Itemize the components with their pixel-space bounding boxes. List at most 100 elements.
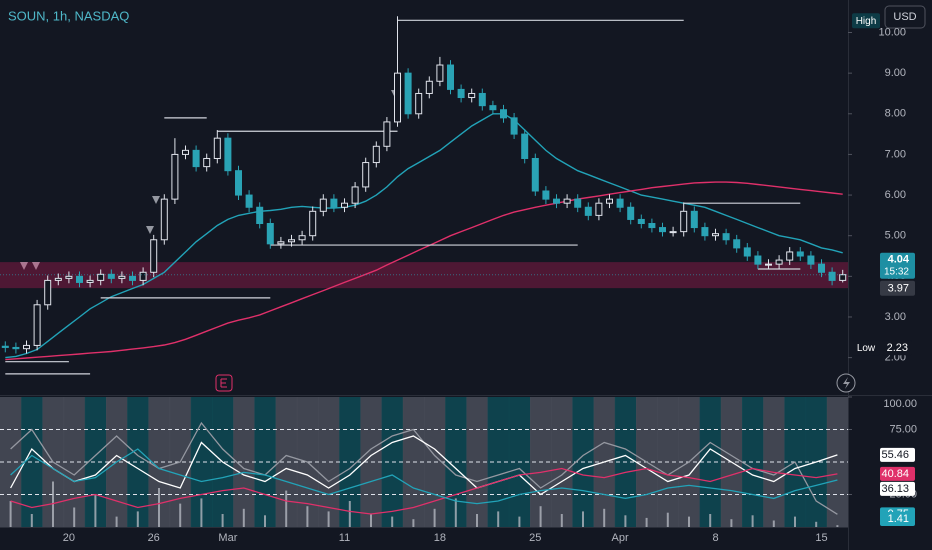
candle-body <box>383 121 391 147</box>
second-price: 3.97 <box>888 283 909 295</box>
low-value: 2.23 <box>887 342 908 354</box>
candle-body <box>235 170 242 196</box>
y-tick-label: 5.00 <box>885 230 906 242</box>
oscillator-bar <box>433 508 436 527</box>
candle-body <box>690 210 698 229</box>
candle-body <box>680 210 688 233</box>
oscillator-bar <box>264 515 266 527</box>
candle-body <box>288 239 295 243</box>
oscillator-bar <box>9 501 12 527</box>
candle-body <box>701 227 709 237</box>
oscillator-bar <box>836 525 839 527</box>
candle-body <box>775 259 783 265</box>
oscillator-bar <box>603 508 606 527</box>
candle-body <box>86 279 94 283</box>
earnings-glyph <box>220 378 227 388</box>
signal-marker <box>20 262 28 270</box>
y-tick-label: 3.00 <box>885 311 906 323</box>
candle-body <box>489 105 497 111</box>
y-tick-label: 75.00 <box>889 423 917 435</box>
candle-body <box>839 274 847 281</box>
value-box <box>880 512 915 526</box>
oscillator-bar <box>327 511 330 527</box>
currency[interactable]: USD <box>893 11 916 23</box>
value-label: 40.84 <box>881 468 909 480</box>
oscillator-bar <box>242 508 245 527</box>
candle-body <box>595 202 603 216</box>
candle-body <box>54 277 62 281</box>
candle-body <box>23 344 30 350</box>
oscillator-bar <box>348 501 351 527</box>
y-tick-label: 7.00 <box>885 148 906 160</box>
candle-body <box>1 345 9 348</box>
candle-body <box>637 218 645 225</box>
oscillator-bar <box>772 520 775 527</box>
candle-body <box>765 263 772 266</box>
oscillator-bar <box>709 514 712 527</box>
value-label: 36.13 <box>881 483 909 495</box>
oscillator-bar <box>391 516 394 527</box>
oscillator-bar <box>285 490 288 527</box>
candle-body <box>669 231 677 234</box>
oscillator-bar <box>582 511 584 527</box>
candle-body <box>118 275 126 279</box>
oscillator-bar <box>645 517 648 527</box>
candle-body <box>796 251 804 257</box>
last-price-box <box>880 252 915 279</box>
candle-body <box>404 72 412 115</box>
candle-body <box>616 198 624 208</box>
candle-body <box>319 198 327 212</box>
oscillator-bar <box>518 516 521 527</box>
oscillator-bar <box>306 506 309 527</box>
x-tick-label: 11 <box>339 532 350 544</box>
candle-body <box>160 198 168 241</box>
candle-body <box>12 346 20 350</box>
candle-body <box>415 92 423 115</box>
oscillator-bar <box>200 498 203 527</box>
value-box <box>880 447 915 462</box>
candle-body <box>468 92 476 99</box>
low-box <box>852 340 880 356</box>
value-label: 55.46 <box>881 449 909 461</box>
countdown: 15:32 <box>884 266 909 277</box>
x-tick-label: 18 <box>434 532 446 544</box>
currency-button[interactable] <box>884 5 926 29</box>
candle-body <box>712 233 719 237</box>
candle-body <box>309 210 317 237</box>
candle-body <box>627 206 635 220</box>
candle-body <box>606 198 613 204</box>
low-value-box <box>882 340 912 356</box>
regime-stripe <box>254 397 277 527</box>
candle-body <box>754 255 762 265</box>
candle-body <box>372 145 380 164</box>
candle-body <box>807 255 815 265</box>
second-price-box <box>880 280 915 296</box>
oscillator-bar <box>370 514 372 527</box>
x-tick-label: Mar <box>218 532 237 544</box>
low-label: Low <box>857 343 876 354</box>
oscillator-bar <box>73 507 76 527</box>
candle-body <box>192 149 200 168</box>
moving-average <box>5 181 843 361</box>
candle-body <box>500 109 507 119</box>
candle-body <box>97 273 105 281</box>
oscillator-bar <box>412 519 415 527</box>
candle-body <box>478 92 486 107</box>
candle-body <box>394 72 401 123</box>
oscillator-bar <box>539 506 542 527</box>
y-tick-label: 8.00 <box>885 108 906 120</box>
candle-body <box>351 186 359 204</box>
events-glyph <box>843 377 850 389</box>
oscillator-line <box>10 448 838 505</box>
candle-body <box>182 149 189 155</box>
y-tick-label: 100.00 <box>883 398 917 410</box>
candle-body <box>330 198 338 208</box>
oscillator-bar <box>136 511 139 527</box>
value-label: 1.41 <box>888 513 909 525</box>
x-tick-label: Apr <box>612 532 629 544</box>
candle-body <box>203 157 211 168</box>
oscillator-bar <box>751 515 754 527</box>
x-tick-label: 8 <box>712 532 718 544</box>
